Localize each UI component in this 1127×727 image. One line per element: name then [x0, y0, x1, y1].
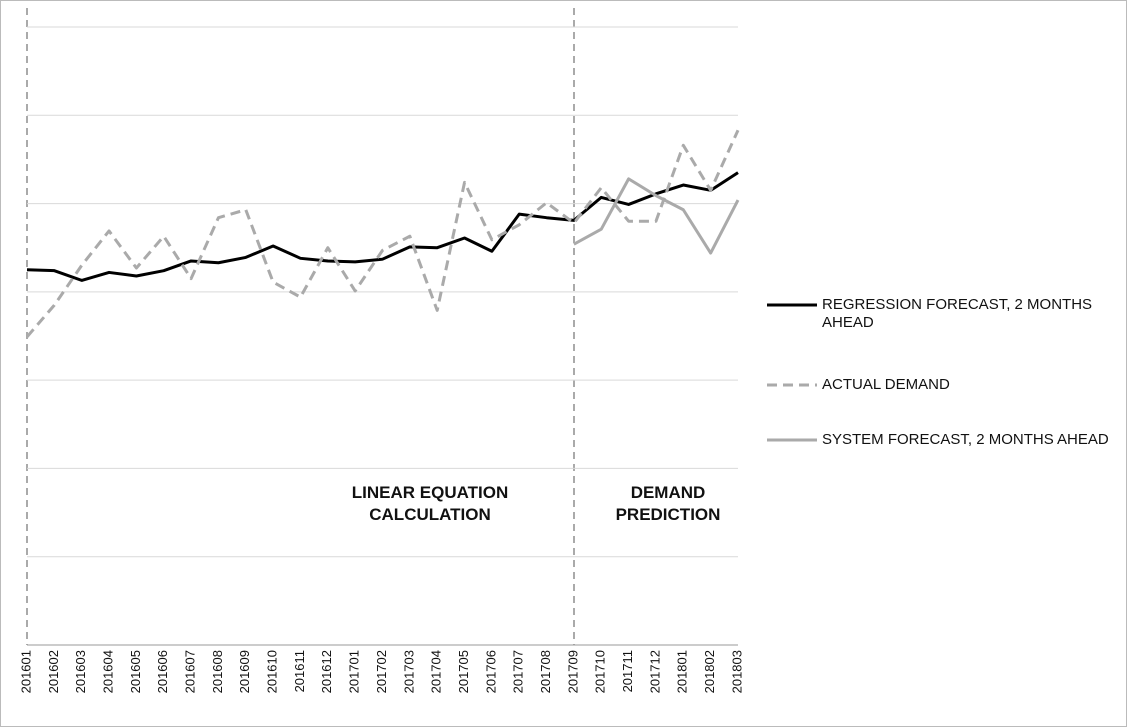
x-tick-label: 201706 [483, 650, 498, 693]
x-tick-label: 201605 [128, 650, 143, 693]
x-tick-label: 201711 [620, 650, 635, 692]
x-tick-label: 201603 [73, 650, 88, 693]
x-tick-label: 201610 [265, 650, 280, 693]
x-tick-label: 201601 [18, 650, 33, 693]
x-tick-label: 201701 [347, 650, 362, 693]
x-tick-label: 201702 [374, 650, 389, 693]
series-line [25, 129, 740, 338]
x-tick-label: 201707 [511, 650, 526, 693]
x-tick-label: 201705 [456, 650, 471, 693]
series-line [573, 177, 740, 255]
annotation: PREDICTION [616, 505, 721, 524]
x-tick-label: 201802 [702, 650, 717, 693]
x-tick-label: 201602 [46, 650, 61, 693]
x-tick-label: 201609 [237, 650, 252, 693]
x-tick-label: 201803 [729, 650, 744, 693]
x-tick-label: 201710 [593, 650, 608, 693]
x-tick-label: 201608 [210, 650, 225, 693]
x-tick-label: 201704 [429, 650, 444, 693]
series-line [26, 171, 739, 282]
x-tick-label: 201708 [538, 650, 553, 693]
legend-label: SYSTEM FORECAST, 2 MONTHS AHEAD [822, 431, 1109, 448]
x-tick-label: 201709 [565, 650, 580, 693]
annotation: DEMAND [631, 483, 706, 502]
x-tick-label: 201612 [319, 650, 334, 693]
annotation: LINEAR EQUATION [352, 483, 508, 502]
x-tick-label: 201801 [675, 650, 690, 693]
x-tick-label: 201611 [292, 650, 307, 692]
annotation: CALCULATION [369, 505, 491, 524]
x-tick-label: 201712 [647, 650, 662, 693]
x-tick-label: 201606 [155, 650, 170, 693]
legend-label: ACTUAL DEMAND [822, 376, 950, 393]
x-tick-label: 201607 [183, 650, 198, 693]
x-tick-label: 201604 [100, 650, 115, 693]
legend-label: REGRESSION FORECAST, 2 MONTHS AHEAD [822, 296, 1093, 331]
x-tick-label: 201703 [401, 650, 416, 693]
